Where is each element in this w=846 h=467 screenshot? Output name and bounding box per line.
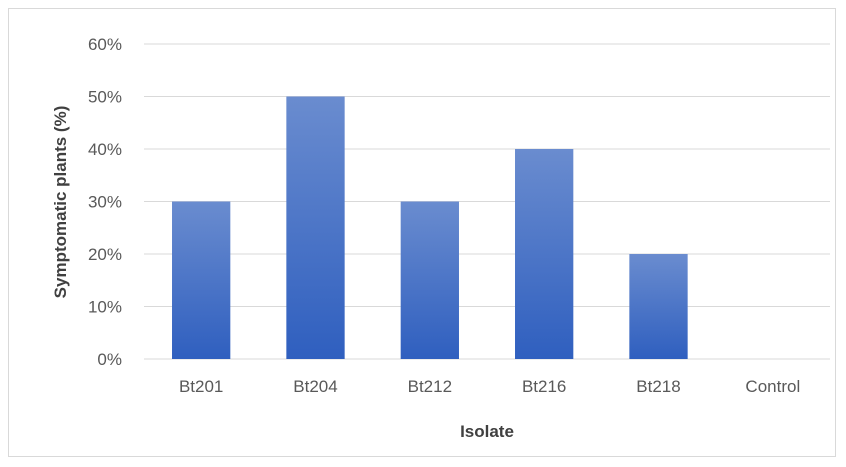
x-tick-label: Bt216 bbox=[522, 377, 566, 396]
y-tick-label: 20% bbox=[88, 245, 122, 264]
y-tick-label: 60% bbox=[88, 35, 122, 54]
y-axis-title: Symptomatic plants (%) bbox=[51, 106, 70, 299]
bar-bt216 bbox=[515, 149, 574, 359]
x-tick-label: Bt201 bbox=[179, 377, 223, 396]
x-tick-label: Bt212 bbox=[408, 377, 452, 396]
bar-bt212 bbox=[400, 201, 459, 359]
x-tick-label: Control bbox=[745, 377, 800, 396]
bars bbox=[172, 96, 688, 359]
x-axis-title: Isolate bbox=[460, 422, 514, 441]
bar-bt201 bbox=[172, 201, 231, 359]
y-tick-labels: 0% 10% 20% 30% 40% 50% 60% bbox=[88, 35, 122, 369]
gridlines bbox=[144, 43, 830, 360]
y-tick-label: 40% bbox=[88, 140, 122, 159]
y-tick-label: 0% bbox=[97, 350, 122, 369]
x-tick-labels: Bt201 Bt204 Bt212 Bt216 Bt218 Control bbox=[179, 377, 800, 396]
bar-bt218 bbox=[629, 254, 688, 359]
y-tick-label: 50% bbox=[88, 88, 122, 107]
y-tick-label: 30% bbox=[88, 193, 122, 212]
x-tick-label: Bt218 bbox=[636, 377, 680, 396]
bar-bt204 bbox=[286, 96, 345, 359]
y-tick-label: 10% bbox=[88, 298, 122, 317]
x-tick-label: Bt204 bbox=[293, 377, 337, 396]
